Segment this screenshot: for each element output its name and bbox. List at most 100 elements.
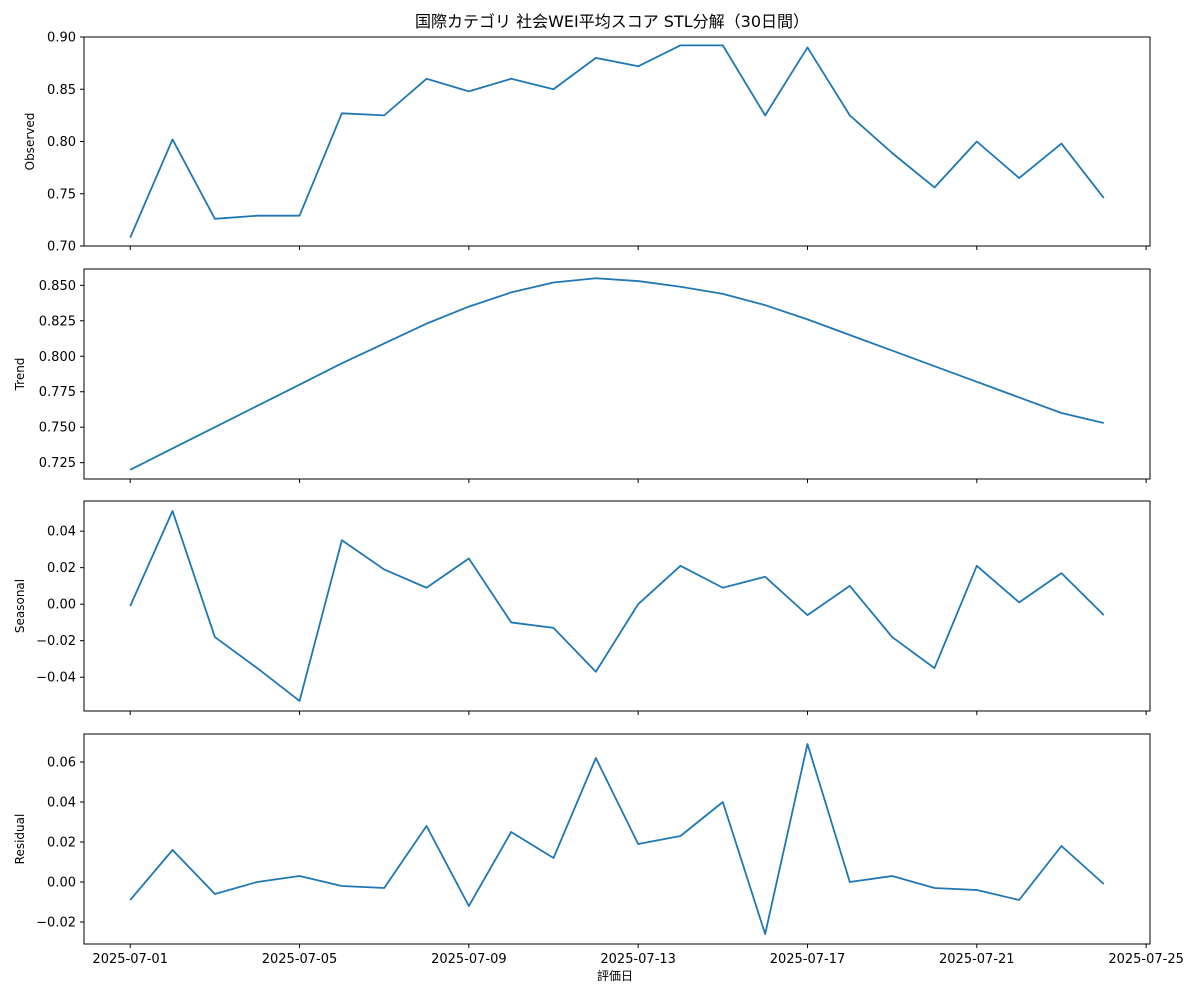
seasonal-point	[764, 576, 766, 578]
observed-point	[722, 44, 724, 46]
trend-point	[510, 291, 512, 293]
observed-line	[129, 44, 1105, 238]
seasonal-point	[679, 565, 681, 567]
x-tick-label: 2025-07-09	[431, 952, 507, 967]
seasonal-point	[172, 510, 174, 512]
seasonal-point	[637, 603, 639, 605]
observed-point	[933, 186, 935, 188]
residual-point	[553, 857, 555, 859]
seasonal-point	[129, 605, 131, 607]
seasonal-panel: −0.04 −0.02 0.00 0.02 0.04 Seasonal	[13, 500, 1151, 715]
trend-point	[553, 281, 555, 283]
residual-point	[172, 849, 174, 851]
residual-axes-frame	[83, 733, 1151, 945]
residual-point	[679, 835, 681, 837]
seasonal-point	[849, 585, 851, 587]
observed-point	[256, 215, 258, 217]
residual-point	[341, 885, 343, 887]
trend-point	[806, 318, 808, 320]
residual-y-tick-label: −0.02	[36, 916, 76, 931]
seasonal-y-tick-label: 0.02	[47, 561, 76, 576]
seasonal-point	[595, 671, 597, 673]
trend-point	[976, 381, 978, 383]
trend-point	[849, 334, 851, 336]
trend-point	[299, 384, 301, 386]
trend-point	[722, 293, 724, 295]
residual-y-axis-label: Residual	[13, 814, 27, 865]
observed-point	[637, 65, 639, 67]
residual-point	[722, 801, 724, 803]
observed-point	[849, 114, 851, 116]
x-tick-label: 2025-07-01	[92, 952, 168, 967]
trend-y-tick-label: 0.850	[39, 279, 76, 294]
trend-y-tick-label: 0.825	[39, 314, 76, 329]
trend-point	[172, 447, 174, 449]
seasonal-point	[510, 621, 512, 623]
trend-y-tick-label: 0.750	[39, 421, 76, 436]
residual-line	[129, 743, 1105, 935]
trend-point	[1103, 422, 1105, 424]
observed-point	[341, 112, 343, 114]
observed-point	[1103, 197, 1105, 199]
seasonal-axes-frame	[83, 500, 1151, 712]
residual-y-tick-label: 0.00	[47, 876, 76, 891]
seasonal-point	[553, 627, 555, 629]
residual-point	[891, 875, 893, 877]
residual-point	[256, 881, 258, 883]
residual-y-tick-label: 0.04	[47, 796, 76, 811]
residual-panel: −0.02 0.00 0.02 0.04 0.06 2025-07-01 2025-07-0…	[13, 733, 1184, 967]
observed-point	[679, 44, 681, 46]
seasonal-point	[341, 539, 343, 541]
seasonal-point	[933, 667, 935, 669]
observed-point	[426, 78, 428, 80]
trend-y-tick-label: 0.775	[39, 385, 76, 400]
trend-point	[468, 306, 470, 308]
trend-y-tick-label: 0.725	[39, 456, 76, 471]
residual-point	[849, 881, 851, 883]
seasonal-y-axis-label: Seasonal	[13, 579, 27, 633]
trend-point	[341, 362, 343, 364]
trend-point	[637, 280, 639, 282]
seasonal-y-tick-label: −0.02	[36, 634, 76, 649]
observed-point	[891, 152, 893, 154]
observed-point	[214, 218, 216, 220]
x-tick-label: 2025-07-17	[770, 952, 846, 967]
trend-panel: 0.725 0.750 0.775 0.800 0.825 0.850 Trend	[13, 268, 1151, 483]
residual-point	[383, 887, 385, 889]
observed-point	[553, 88, 555, 90]
x-axis-label: 評価日	[597, 968, 633, 983]
trend-y-axis-label: Trend	[13, 358, 27, 392]
seasonal-point	[1103, 614, 1105, 616]
trend-point	[595, 277, 597, 279]
residual-point	[1018, 899, 1020, 901]
trend-y-tick-label: 0.800	[39, 350, 76, 365]
seasonal-point	[383, 568, 385, 570]
trend-point	[129, 469, 131, 471]
trend-axes-frame	[83, 268, 1151, 480]
trend-point	[214, 426, 216, 428]
seasonal-point	[468, 558, 470, 560]
observed-y-tick-label: 0.75	[47, 187, 76, 202]
observed-y-tick-label: 0.90	[47, 31, 76, 46]
residual-point	[214, 893, 216, 895]
observed-y-tick-label: 0.80	[47, 135, 76, 150]
observed-y-tick-label: 0.85	[47, 83, 76, 98]
observed-point	[976, 141, 978, 143]
chart-title: 国際カテゴリ 社会WEI平均スコア STL分解（30日間）	[415, 12, 809, 31]
residual-point	[129, 899, 131, 901]
residual-point	[637, 843, 639, 845]
observed-point	[172, 138, 174, 140]
seasonal-point	[722, 587, 724, 589]
observed-point	[1018, 177, 1020, 179]
seasonal-point	[1060, 572, 1062, 574]
trend-point	[256, 405, 258, 407]
observed-panel: 0.70 0.75 0.80 0.85 0.90 Observed	[23, 31, 1151, 255]
trend-point	[933, 365, 935, 367]
trend-point	[1018, 396, 1020, 398]
seasonal-point	[256, 667, 258, 669]
seasonal-y-tick-label: 0.00	[47, 598, 76, 613]
observed-point	[595, 57, 597, 59]
observed-point	[764, 114, 766, 116]
x-tick-label: 2025-07-25	[1108, 952, 1184, 967]
